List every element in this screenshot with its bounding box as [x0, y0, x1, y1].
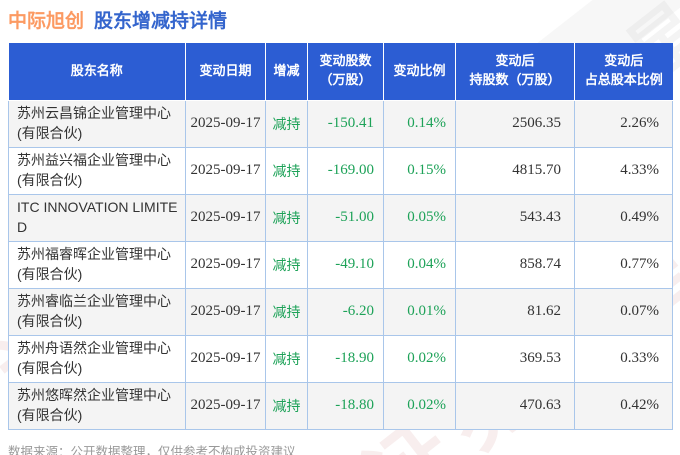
- cell-shareholder-name: 苏州悠晖然企业管理中心(有限合伙): [8, 381, 186, 430]
- cell-change-ratio: 0.01%: [383, 287, 456, 336]
- cell-after-ratio: 0.33%: [574, 334, 673, 383]
- cell-after-ratio: 0.07%: [574, 287, 673, 336]
- cell-change-ratio: 0.02%: [383, 334, 456, 383]
- cell-direction: 减持: [265, 240, 308, 289]
- header-change-ratio: 变动比例: [383, 43, 456, 101]
- cell-after-shares: 543.43: [455, 193, 575, 242]
- cell-change-shares: -150.41: [307, 99, 384, 148]
- cell-after-ratio: 2.26%: [574, 99, 673, 148]
- cell-change-shares: -6.20: [307, 287, 384, 336]
- cell-change-shares: -51.00: [307, 193, 384, 242]
- cell-shareholder-name: 苏州福睿晖企业管理中心(有限合伙): [8, 240, 186, 289]
- cell-change-ratio: 0.05%: [383, 193, 456, 242]
- cell-change-date: 2025-09-17: [185, 240, 266, 289]
- cell-direction: 减持: [265, 287, 308, 336]
- cell-direction: 减持: [265, 334, 308, 383]
- cell-direction: 减持: [265, 99, 308, 148]
- cell-shareholder-name: 苏州云昌锦企业管理中心(有限合伙): [8, 99, 186, 148]
- cell-change-date: 2025-09-17: [185, 99, 266, 148]
- cell-change-shares: -18.90: [307, 334, 384, 383]
- cell-after-ratio: 0.42%: [574, 381, 673, 430]
- cell-change-ratio: 0.04%: [383, 240, 456, 289]
- header-after-shares: 变动后 持股数（万股）: [455, 43, 575, 101]
- cell-shareholder-name: 苏州益兴福企业管理中心(有限合伙): [8, 146, 186, 195]
- cell-change-shares: -49.10: [307, 240, 384, 289]
- cell-change-ratio: 0.02%: [383, 381, 456, 430]
- cell-after-ratio: 4.33%: [574, 146, 673, 195]
- cell-change-date: 2025-09-17: [185, 193, 266, 242]
- cell-after-ratio: 0.77%: [574, 240, 673, 289]
- cell-change-ratio: 0.15%: [383, 146, 456, 195]
- cell-after-shares: 470.63: [455, 381, 575, 430]
- stock-name: 中际旭创: [8, 11, 85, 32]
- cell-direction: 减持: [265, 146, 308, 195]
- cell-after-ratio: 0.49%: [574, 193, 673, 242]
- cell-change-shares: -169.00: [307, 146, 384, 195]
- cell-after-shares: 858.74: [455, 240, 575, 289]
- cell-shareholder-name: 苏州舟语然企业管理中心(有限合伙): [8, 334, 186, 383]
- cell-after-shares: 81.62: [455, 287, 575, 336]
- header-change-shares: 变动股数 （万股）: [307, 43, 384, 101]
- cell-direction: 减持: [265, 193, 308, 242]
- cell-change-ratio: 0.14%: [383, 99, 456, 148]
- table-row: 苏州睿临兰企业管理中心(有限合伙) 2025-09-17 减持 -6.20 0.…: [8, 287, 673, 336]
- table-row: 苏州舟语然企业管理中心(有限合伙) 2025-09-17 减持 -18.90 0…: [8, 334, 673, 383]
- header-after-ratio: 变动后 占总股本比例: [574, 43, 673, 101]
- cell-after-shares: 369.53: [455, 334, 575, 383]
- cell-change-date: 2025-09-17: [185, 334, 266, 383]
- table-row: 苏州悠晖然企业管理中心(有限合伙) 2025-09-17 减持 -18.80 0…: [8, 381, 673, 430]
- cell-after-shares: 4815.70: [455, 146, 575, 195]
- cell-change-date: 2025-09-17: [185, 381, 266, 430]
- page-subtitle: 股东增减持详情: [94, 11, 228, 32]
- cell-direction: 减持: [265, 381, 308, 430]
- shareholder-change-table: 股东名称 变动日期 增减 变动股数 （万股） 变动比例 变动后 持股数（万股） …: [8, 43, 673, 430]
- table-row: 苏州益兴福企业管理中心(有限合伙) 2025-09-17 减持 -169.00 …: [8, 146, 673, 195]
- table-row: 苏州福睿晖企业管理中心(有限合伙) 2025-09-17 减持 -49.10 0…: [8, 240, 673, 289]
- cell-shareholder-name: 苏州睿临兰企业管理中心(有限合伙): [8, 287, 186, 336]
- header-change-date: 变动日期: [185, 43, 266, 101]
- table-row: ITC INNOVATION LIMITED 2025-09-17 减持 -51…: [8, 193, 673, 242]
- cell-change-shares: -18.80: [307, 381, 384, 430]
- cell-change-date: 2025-09-17: [185, 146, 266, 195]
- cell-change-date: 2025-09-17: [185, 287, 266, 336]
- table-row: 苏州云昌锦企业管理中心(有限合伙) 2025-09-17 减持 -150.41 …: [8, 99, 673, 148]
- cell-after-shares: 2506.35: [455, 99, 575, 148]
- header-direction: 增减: [265, 43, 308, 101]
- page-title: 中际旭创 股东增减持详情: [0, 0, 680, 41]
- header-shareholder-name: 股东名称: [8, 43, 186, 101]
- data-source-note: 数据来源：公开数据整理，仅供参考不构成投资建议: [8, 444, 296, 455]
- table-header: 股东名称 变动日期 增减 变动股数 （万股） 变动比例 变动后 持股数（万股） …: [8, 43, 673, 101]
- cell-shareholder-name: ITC INNOVATION LIMITED: [8, 193, 186, 242]
